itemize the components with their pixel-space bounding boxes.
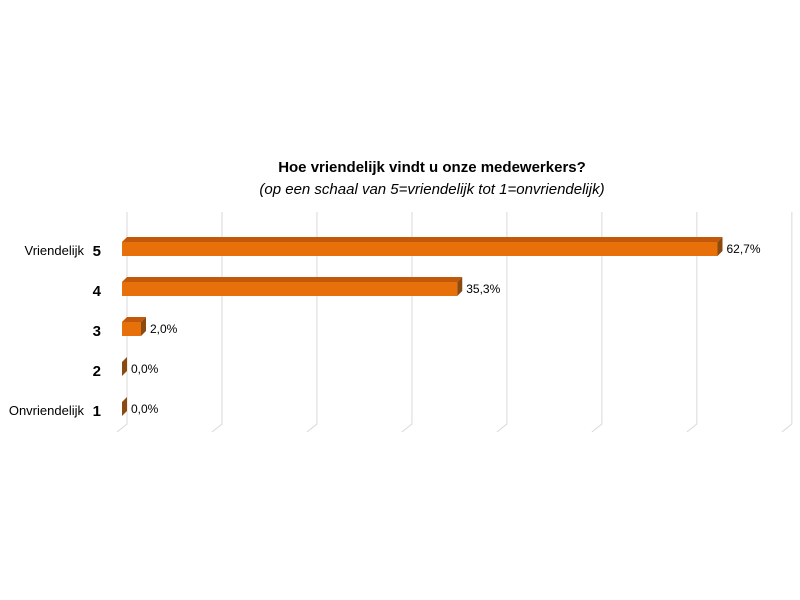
category-label: Onvriendelijk [9, 403, 85, 418]
category-number: 5 [93, 243, 101, 260]
bar [122, 357, 127, 376]
bar [122, 237, 723, 256]
chart-subtitle: (op een schaal van 5=vriendelijk tot 1=o… [259, 181, 604, 198]
bar-side [122, 397, 127, 416]
value-label: 0,0% [131, 402, 159, 416]
value-label: 62,7% [727, 242, 761, 256]
bar-side [122, 357, 127, 376]
value-label: 35,3% [466, 282, 500, 296]
bar-side [140, 317, 146, 336]
bar-top [122, 237, 723, 242]
value-label: 0,0% [131, 362, 159, 376]
category-number: 2 [93, 363, 101, 380]
bar-front [122, 242, 718, 256]
bars: 62,7% 35,3% 2,0% 0,0% 0,0% [122, 237, 761, 416]
bar [122, 317, 146, 336]
category-label: Vriendelijk [25, 243, 85, 258]
gridline [591, 212, 603, 433]
bar [122, 397, 127, 416]
bar-side [717, 237, 723, 256]
gridline [496, 212, 508, 433]
bar-front [122, 322, 141, 336]
bar-top [122, 277, 463, 282]
category-number: 1 [93, 403, 101, 420]
bar-top [122, 317, 146, 322]
value-label: 2,0% [150, 322, 178, 336]
chart-title: Hoe vriendelijk vindt u onze medewerkers… [278, 159, 586, 176]
gridline [686, 212, 698, 433]
category-number: 4 [93, 283, 102, 300]
bar-side [457, 277, 463, 296]
gridline [781, 212, 793, 433]
bar-front [122, 282, 458, 296]
category-number: 3 [93, 323, 101, 340]
category-labels: 5 Vriendelijk 4 3 2 1 Onvriendelijk [9, 243, 102, 420]
bar [122, 277, 463, 296]
